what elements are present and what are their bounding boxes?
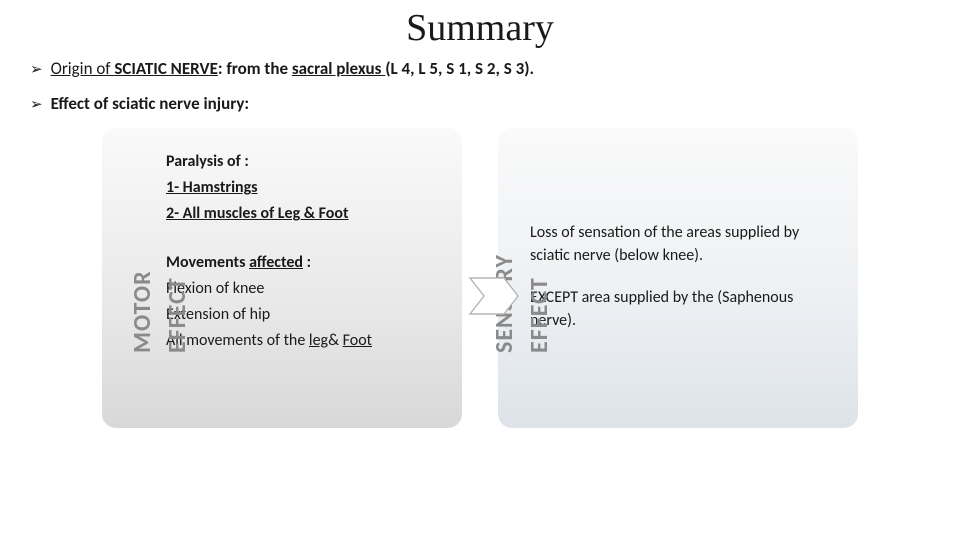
chevron-right-icon: ➢ (30, 60, 43, 79)
movements-heading: Movements affected : (166, 251, 436, 274)
movement-3c: & (328, 331, 343, 350)
origin-mid: : from the (218, 58, 292, 79)
origin-plexus: sacral plexus (292, 58, 385, 79)
bullet-list: ➢ Origin of SCIATIC NERVE: from the sacr… (0, 50, 960, 114)
sensory-effect-panel: SENSORY EFFECT Loss of sensation of the … (498, 128, 858, 428)
bullet-effect: ➢ Effect of sciatic nerve injury: (30, 93, 930, 114)
sensory-paragraph-1: Loss of sensation of the areas supplied … (530, 221, 832, 267)
connector-arrow-icon (468, 274, 520, 318)
bullet-origin: ➢ Origin of SCIATIC NERVE: from the sacr… (30, 58, 930, 79)
chevron-right-icon: ➢ (30, 95, 43, 114)
movement-3d: Foot (343, 331, 372, 350)
paralysis-heading: Paralysis of : (166, 150, 436, 173)
movement-3: All movements of the leg& Foot (166, 329, 436, 352)
bullet-origin-text: Origin of SCIATIC NERVE: from the sacral… (51, 58, 534, 79)
panels-row: MOTOR EFFECT Paralysis of : 1- Hamstring… (0, 128, 960, 428)
origin-roots: (L 4, L 5, S 1, S 2, S 3). (385, 58, 534, 79)
paralysis-item-2: 2- All muscles of Leg & Foot (166, 202, 436, 225)
motor-effect-panel: MOTOR EFFECT Paralysis of : 1- Hamstring… (102, 128, 462, 428)
movement-3b: leg (309, 331, 328, 350)
movement-1: Flexion of knee (166, 277, 436, 300)
page-title: Summary (0, 0, 960, 50)
motor-effect-label: MOTOR EFFECT (126, 203, 196, 353)
movements-affected: affected (249, 253, 303, 272)
movement-2: Extension of hip (166, 303, 436, 326)
bullet-effect-text: Effect of sciatic nerve injury: (51, 93, 250, 114)
movements-colon: : (303, 253, 311, 272)
origin-prefix: Origin of (51, 58, 115, 79)
paralysis-item-1: 1- Hamstrings (166, 176, 436, 199)
origin-nerve: SCIATIC NERVE (114, 58, 218, 79)
sensory-paragraph-2: EXCEPT area supplied by the (Saphenous n… (530, 286, 832, 332)
